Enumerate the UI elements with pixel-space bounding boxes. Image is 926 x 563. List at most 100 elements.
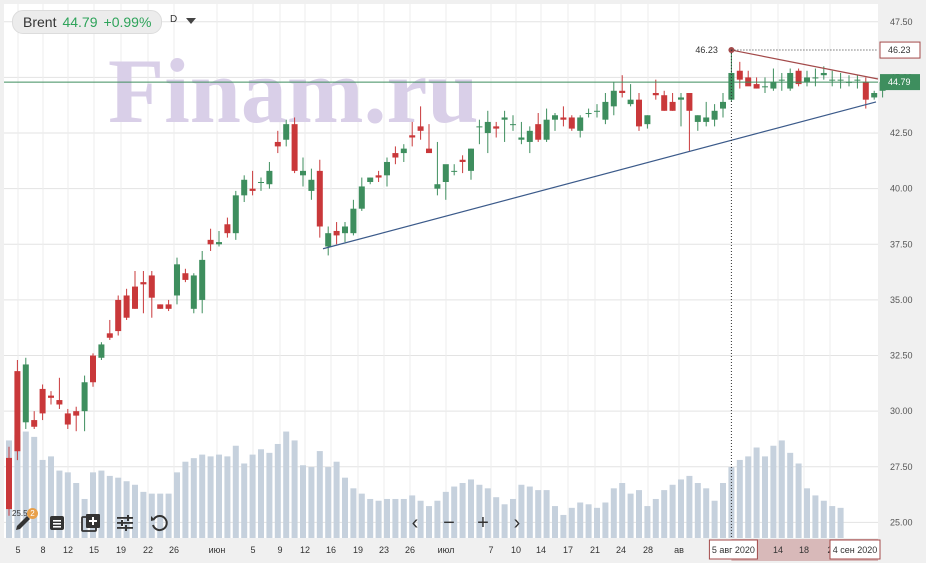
time-tick-label: 12 <box>63 545 73 555</box>
time-tick-label: 18 <box>799 545 809 555</box>
volume-bar <box>241 463 248 538</box>
time-tick-label: 14 <box>536 545 546 555</box>
volume-bar <box>56 470 63 538</box>
volume-bar <box>81 498 88 538</box>
list-icon[interactable] <box>44 511 70 535</box>
volume-bar <box>39 459 46 538</box>
candle-body <box>90 355 96 383</box>
candle-body <box>871 93 878 98</box>
volume-bar <box>174 472 180 538</box>
volume-bar <box>518 484 525 538</box>
candle-body <box>199 259 206 300</box>
time-tick-label: 19 <box>116 545 126 555</box>
reset-icon[interactable] <box>146 511 172 535</box>
zoom-in-button[interactable]: + <box>477 511 489 534</box>
candle-body <box>266 170 273 185</box>
volume-bar <box>98 470 105 538</box>
ticker-header[interactable]: Brent 44.79 +0.99% <box>12 10 163 34</box>
pencil-icon[interactable] <box>10 511 36 535</box>
candle-body <box>375 175 382 178</box>
candle-body <box>123 295 130 318</box>
range-start-label: 5 авг 2020 <box>712 545 755 555</box>
volume-bar <box>636 490 642 538</box>
candle-body <box>274 141 281 147</box>
volume-bar <box>526 486 533 538</box>
volume-bar <box>325 467 332 538</box>
volume-bar <box>812 495 819 538</box>
volume-bar <box>468 479 474 538</box>
price-tick-label: 27.50 <box>890 462 913 472</box>
last-price-badge-label: 44.79 <box>888 77 911 87</box>
range-start-badge <box>708 539 758 560</box>
candle-body <box>258 182 264 183</box>
candle-body <box>148 275 155 298</box>
time-tick-label: 8 <box>40 545 45 555</box>
candle-body <box>770 81 777 89</box>
candle-body <box>182 273 189 280</box>
time-tick-label: 23 <box>379 545 389 555</box>
volume-bar <box>316 451 323 538</box>
candle-body <box>434 184 441 189</box>
candle-body <box>232 195 239 234</box>
candle-body <box>518 137 525 140</box>
candle-body <box>207 239 214 245</box>
volume-bar <box>493 497 500 538</box>
scroll-right-button[interactable]: › <box>513 511 521 534</box>
candle-body <box>384 161 390 176</box>
volume-bar <box>384 498 390 538</box>
candle-body <box>426 148 432 154</box>
candle-body <box>627 99 634 105</box>
volume-bar <box>753 447 760 538</box>
candle-body <box>249 188 256 191</box>
volume-bar <box>619 483 626 538</box>
scroll-left-button[interactable]: ‹ <box>411 511 419 534</box>
candle-body <box>661 95 668 111</box>
interval-label[interactable]: D <box>170 14 178 25</box>
candle-body <box>795 70 802 85</box>
add-indicator-icon[interactable] <box>78 511 104 535</box>
volume-bar <box>442 491 449 538</box>
volume-bar <box>115 477 122 538</box>
candle-body <box>300 170 306 176</box>
candle-body <box>694 115 701 122</box>
candle-body <box>577 117 584 131</box>
volume-bar <box>686 475 693 538</box>
candle-body <box>6 457 12 510</box>
volume-bar <box>594 507 600 538</box>
volume-bar <box>585 504 592 538</box>
volume-bar <box>140 491 147 538</box>
volume-bar <box>409 495 416 538</box>
candle-body <box>778 79 785 81</box>
candle-body <box>762 86 768 88</box>
volume-bar <box>123 481 130 538</box>
candle-body <box>350 208 357 234</box>
time-tick-label: 26 <box>169 545 179 555</box>
candle-body <box>686 93 693 111</box>
price-tick-label: 35.00 <box>890 295 913 305</box>
time-tick-label: 21 <box>590 545 600 555</box>
time-tick-label: 7 <box>488 545 493 555</box>
volume-bar <box>207 456 214 538</box>
volume-bar <box>31 436 38 538</box>
ticker-price: 44.79 <box>62 14 98 30</box>
candle-body <box>22 364 29 423</box>
time-tick-label: 12 <box>300 545 310 555</box>
candle-body <box>829 79 836 81</box>
volume-bar <box>720 483 726 538</box>
last-price-badge <box>880 74 920 91</box>
settings-sliders-icon[interactable] <box>112 511 138 535</box>
candle-body <box>568 117 575 129</box>
price-tick-label: 42.50 <box>890 128 913 138</box>
volume-bar <box>426 506 432 538</box>
chart-nav: ‹ − + › <box>402 511 530 535</box>
candle-body <box>862 81 869 100</box>
volume-bar <box>804 488 810 538</box>
interval-dropdown-icon[interactable] <box>186 18 196 24</box>
zoom-out-button[interactable]: − <box>443 511 455 534</box>
volume-bar <box>165 493 172 538</box>
candle-body <box>585 113 592 115</box>
volume-bar <box>266 452 273 538</box>
candle-body <box>132 286 138 309</box>
